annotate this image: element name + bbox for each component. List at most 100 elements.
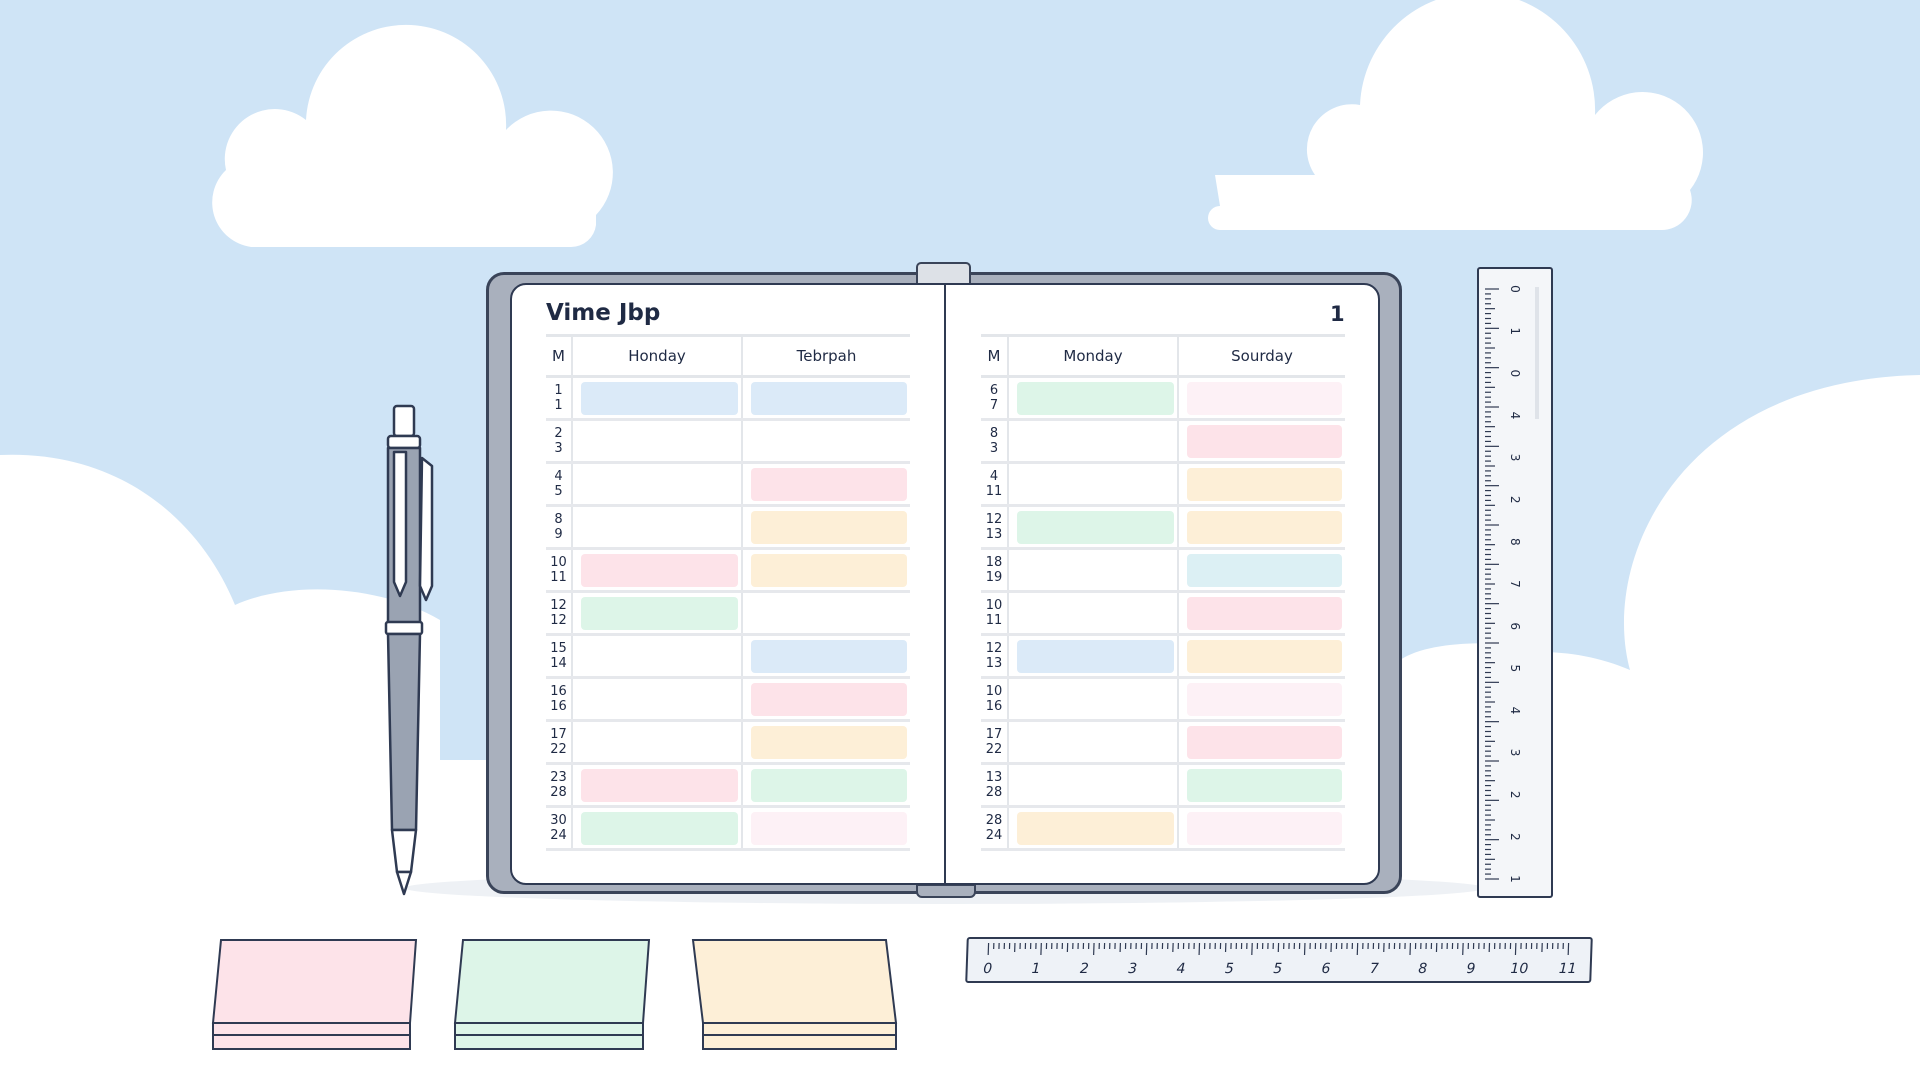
event-block-teal[interactable] bbox=[1187, 553, 1342, 587]
schedule-cell[interactable] bbox=[1177, 677, 1345, 722]
schedule-cell[interactable] bbox=[1007, 677, 1178, 722]
event-block-orange[interactable] bbox=[751, 553, 907, 587]
event-block-green[interactable] bbox=[1017, 510, 1174, 544]
schedule-cell[interactable] bbox=[1177, 634, 1345, 679]
time-value: 11 bbox=[550, 570, 567, 585]
ruler-label: 11 bbox=[1558, 961, 1576, 977]
schedule-cell[interactable] bbox=[741, 591, 910, 636]
schedule-cell[interactable] bbox=[1007, 419, 1178, 464]
schedule-cell[interactable] bbox=[1007, 720, 1178, 765]
event-block-lightpink[interactable] bbox=[1187, 381, 1342, 415]
cloud-icon bbox=[212, 24, 613, 248]
schedule-cell[interactable] bbox=[571, 591, 742, 636]
time-label: 10 11 bbox=[546, 548, 572, 593]
event-block-green[interactable] bbox=[1187, 768, 1342, 802]
event-block-pink[interactable] bbox=[1187, 424, 1342, 458]
schedule-cell[interactable] bbox=[1007, 634, 1178, 679]
event-block-pink[interactable] bbox=[1187, 596, 1342, 630]
page-number: 1 bbox=[1330, 302, 1345, 326]
schedule-cell[interactable] bbox=[1007, 806, 1178, 851]
schedule-cell[interactable] bbox=[1177, 505, 1345, 550]
ruler-label: 8 bbox=[1508, 538, 1522, 546]
ruler-label: 5 bbox=[1508, 664, 1522, 672]
event-block-lightpink[interactable] bbox=[1187, 811, 1342, 845]
time-value: 30 bbox=[550, 813, 567, 828]
schedule-cell[interactable] bbox=[571, 462, 742, 507]
schedule-cell[interactable] bbox=[741, 419, 910, 464]
event-block-blue[interactable] bbox=[581, 381, 738, 415]
column-header: M bbox=[546, 334, 572, 378]
schedule-cell[interactable] bbox=[571, 505, 742, 550]
table-row: 12 13 bbox=[981, 505, 1345, 550]
event-block-green[interactable] bbox=[1017, 381, 1174, 415]
event-block-orange[interactable] bbox=[751, 510, 907, 544]
time-value: 16 bbox=[550, 684, 567, 699]
ruler-icon[interactable]: 0 1 0 4 3 2 8 7 6 5 4 3 2 2 1 bbox=[1477, 267, 1553, 898]
schedule-cell[interactable] bbox=[1177, 763, 1345, 808]
column-header: Tebrpah bbox=[741, 334, 910, 378]
time-value: 8 bbox=[554, 512, 563, 527]
schedule-cell[interactable] bbox=[571, 763, 742, 808]
schedule-cell[interactable] bbox=[1007, 462, 1178, 507]
schedule-cell[interactable] bbox=[1007, 376, 1178, 421]
schedule-cell[interactable] bbox=[1177, 376, 1345, 421]
schedule-cell[interactable] bbox=[741, 462, 910, 507]
schedule-cell[interactable] bbox=[741, 505, 910, 550]
schedule-table-left: M Honday Tebrpah 1 1 2 3 4 5 8 9 10 11 12 12 15 14 16 1… bbox=[546, 334, 910, 851]
schedule-cell[interactable] bbox=[1007, 505, 1178, 550]
schedule-cell[interactable] bbox=[1177, 548, 1345, 593]
event-block-lightpink[interactable] bbox=[751, 811, 907, 845]
sticky-note-icon[interactable] bbox=[453, 938, 659, 1053]
time-label: 28 24 bbox=[981, 806, 1008, 851]
event-block-green[interactable] bbox=[751, 768, 907, 802]
schedule-cell[interactable] bbox=[571, 548, 742, 593]
time-label: 23 28 bbox=[546, 763, 572, 808]
time-value: 13 bbox=[985, 656, 1003, 671]
event-block-orange[interactable] bbox=[1187, 467, 1342, 501]
event-block-pink[interactable] bbox=[751, 467, 907, 501]
schedule-cell[interactable] bbox=[1177, 462, 1345, 507]
schedule-cell[interactable] bbox=[741, 634, 910, 679]
event-block-blue[interactable] bbox=[751, 639, 907, 673]
time-value: 17 bbox=[550, 727, 567, 742]
event-block-orange[interactable] bbox=[1187, 639, 1342, 673]
schedule-cell[interactable] bbox=[1007, 548, 1178, 593]
sticky-note-icon[interactable] bbox=[211, 938, 426, 1053]
time-label: 17 22 bbox=[546, 720, 572, 765]
schedule-cell[interactable] bbox=[741, 720, 910, 765]
schedule-cell[interactable] bbox=[571, 806, 742, 851]
ruler-icon[interactable]: 0 1 2 3 4 5 5 6 7 8 9 10 11 bbox=[965, 937, 1593, 983]
schedule-cell[interactable] bbox=[741, 376, 910, 421]
schedule-cell[interactable] bbox=[571, 677, 742, 722]
schedule-cell[interactable] bbox=[571, 419, 742, 464]
schedule-cell[interactable] bbox=[1177, 806, 1345, 851]
event-block-orange[interactable] bbox=[1017, 811, 1174, 845]
event-block-pink[interactable] bbox=[581, 553, 738, 587]
schedule-cell[interactable] bbox=[741, 677, 910, 722]
event-block-blue[interactable] bbox=[751, 381, 907, 415]
pen-icon[interactable] bbox=[380, 400, 450, 900]
schedule-cell[interactable] bbox=[571, 720, 742, 765]
event-block-blue[interactable] bbox=[1017, 639, 1174, 673]
schedule-cell[interactable] bbox=[1007, 591, 1178, 636]
event-block-pink[interactable] bbox=[751, 682, 907, 716]
event-block-pink[interactable] bbox=[581, 768, 738, 802]
event-block-green[interactable] bbox=[581, 596, 738, 630]
event-block-lightpink[interactable] bbox=[1187, 682, 1342, 716]
event-block-green[interactable] bbox=[581, 811, 738, 845]
schedule-cell[interactable] bbox=[741, 763, 910, 808]
schedule-cell[interactable] bbox=[571, 634, 742, 679]
schedule-cell[interactable] bbox=[1177, 419, 1345, 464]
schedule-cell[interactable] bbox=[741, 806, 910, 851]
schedule-cell[interactable] bbox=[571, 376, 742, 421]
event-block-orange[interactable] bbox=[751, 725, 907, 759]
event-block-pink[interactable] bbox=[1187, 725, 1342, 759]
event-block-orange[interactable] bbox=[1187, 510, 1342, 544]
schedule-cell[interactable] bbox=[1177, 720, 1345, 765]
schedule-cell[interactable] bbox=[1177, 591, 1345, 636]
schedule-cell[interactable] bbox=[741, 548, 910, 593]
sticky-note-icon[interactable] bbox=[691, 938, 906, 1053]
schedule-cell[interactable] bbox=[1007, 763, 1178, 808]
